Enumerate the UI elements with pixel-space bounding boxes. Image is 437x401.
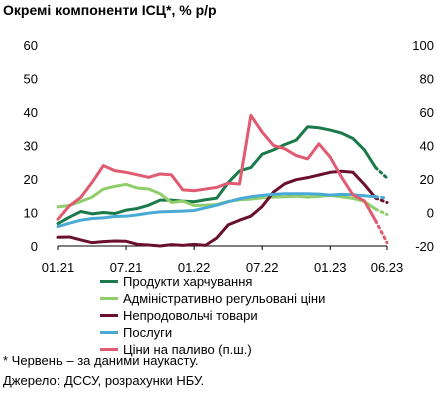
legend-item-food: Продукти харчування	[100, 273, 325, 290]
legend-item-admin: Адміністративно регульовані ціни	[100, 290, 325, 307]
series-forecast-1	[374, 207, 389, 217]
legend-swatch-admin	[100, 297, 118, 300]
series-forecast-4	[374, 219, 389, 245]
y-left-tick-label: 10	[24, 206, 38, 221]
legend-swatch-nonfood	[100, 314, 118, 317]
legend-item-nonfood: Непродовольчі товари	[100, 307, 325, 324]
legend-swatch-services	[100, 331, 118, 334]
x-tick-label: 06.23	[371, 260, 404, 275]
legend-label-fuel: Ціни на паливо (п.ш.)	[123, 342, 252, 357]
y-right-tick-label: -20	[415, 239, 434, 254]
legend-label-food: Продукти харчування	[123, 274, 253, 289]
series-line-4	[56, 113, 378, 223]
y-right-tick-label: 20	[420, 172, 434, 187]
series-forecast-0	[374, 166, 389, 180]
source-note: Джерело: ДССУ, розрахунки НБУ.	[3, 373, 205, 388]
chart-notes: * Червень – за даними наукасту. Джерело:…	[3, 351, 204, 391]
legend-label-admin: Адміністративно регульовані ціни	[123, 291, 326, 306]
y-right-tick-label: 40	[420, 139, 434, 154]
footnote: * Червень – за даними наукасту.	[3, 353, 199, 368]
legend-item-services: Послуги	[100, 324, 325, 341]
x-tick-label: 07.21	[110, 260, 143, 275]
legend-swatch-fuel	[100, 348, 118, 351]
series-forecast-3	[374, 195, 389, 200]
y-left-tick-label: 40	[24, 105, 38, 120]
y-right-tick-label: 0	[427, 206, 434, 221]
series-line-0	[56, 125, 378, 226]
legend-label-services: Послуги	[123, 325, 173, 340]
legend: Продукти харчування Адміністративно регу…	[100, 273, 325, 358]
series-line-2	[56, 169, 378, 248]
y-right-tick-label: 80	[420, 72, 434, 87]
series-line-3	[56, 192, 378, 229]
y-left-tick-label: 30	[24, 139, 38, 154]
line-chart: 0 10 20 30 40 50 60 -20 0 20 40 60 80 100 01.21 07.21 01…	[24, 38, 434, 275]
legend-label-nonfood: Непродовольчі товари	[123, 308, 258, 323]
x-tick-label: 07.22	[246, 260, 279, 275]
legend-item-fuel: Ціни на паливо (п.ш.)	[100, 341, 325, 358]
y-right-tick-label: 100	[412, 38, 434, 53]
y-right-tick-label: 60	[420, 105, 434, 120]
y-left-tick-label: 20	[24, 172, 38, 187]
x-tick-label: 01.23	[314, 260, 347, 275]
y-left-tick-label: 0	[31, 239, 38, 254]
chart-title: Окремі компоненти ІСЦ*, % р/р	[3, 2, 217, 18]
x-tick-label: 01.22	[178, 260, 211, 275]
x-tick-label: 01.21	[42, 260, 75, 275]
legend-swatch-food	[100, 280, 118, 283]
y-left-tick-label: 50	[24, 72, 38, 87]
series-forecast-2	[374, 196, 389, 204]
y-left-tick-label: 60	[24, 38, 38, 53]
